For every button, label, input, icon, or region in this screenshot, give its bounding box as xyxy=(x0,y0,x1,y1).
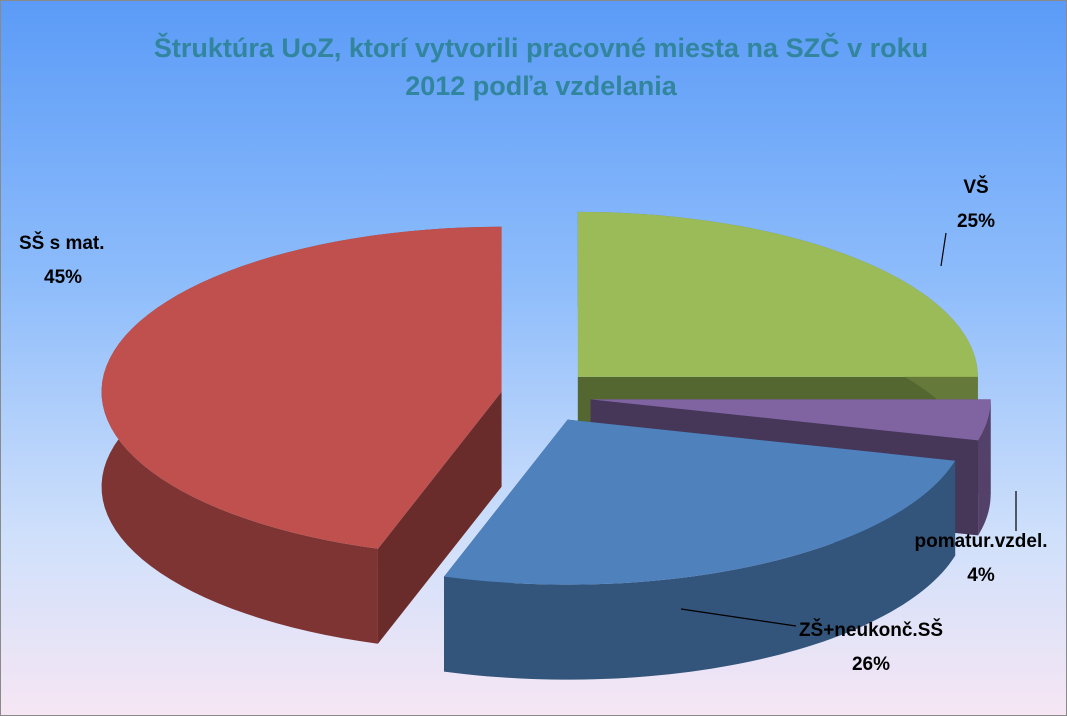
slice-top xyxy=(101,226,502,549)
data-label-name: pomatur.vzdel. xyxy=(914,531,1047,552)
pie-slice xyxy=(101,226,502,644)
slice-wall xyxy=(444,460,956,680)
data-label-value: 26% xyxy=(852,654,890,675)
pie-slice xyxy=(444,419,956,680)
data-label-name: VŠ xyxy=(963,176,988,198)
data-label-name: SŠ s mat. xyxy=(19,232,105,254)
slice-top xyxy=(444,419,956,585)
data-label-name: ZŠ+neukonč.SŠ xyxy=(799,619,943,641)
slice-wall xyxy=(978,399,991,536)
data-label-value: 4% xyxy=(967,565,995,586)
slice-top xyxy=(590,399,991,441)
leader-line xyxy=(680,608,797,627)
chart-title: Štruktúra UoZ, ktorí vytvorili pracovné … xyxy=(153,33,929,101)
slice-side xyxy=(377,391,502,644)
data-label-value: 25% xyxy=(957,211,995,232)
data-label-value: 45% xyxy=(44,267,82,288)
slice-top xyxy=(577,211,978,377)
leader-line xyxy=(940,232,947,267)
